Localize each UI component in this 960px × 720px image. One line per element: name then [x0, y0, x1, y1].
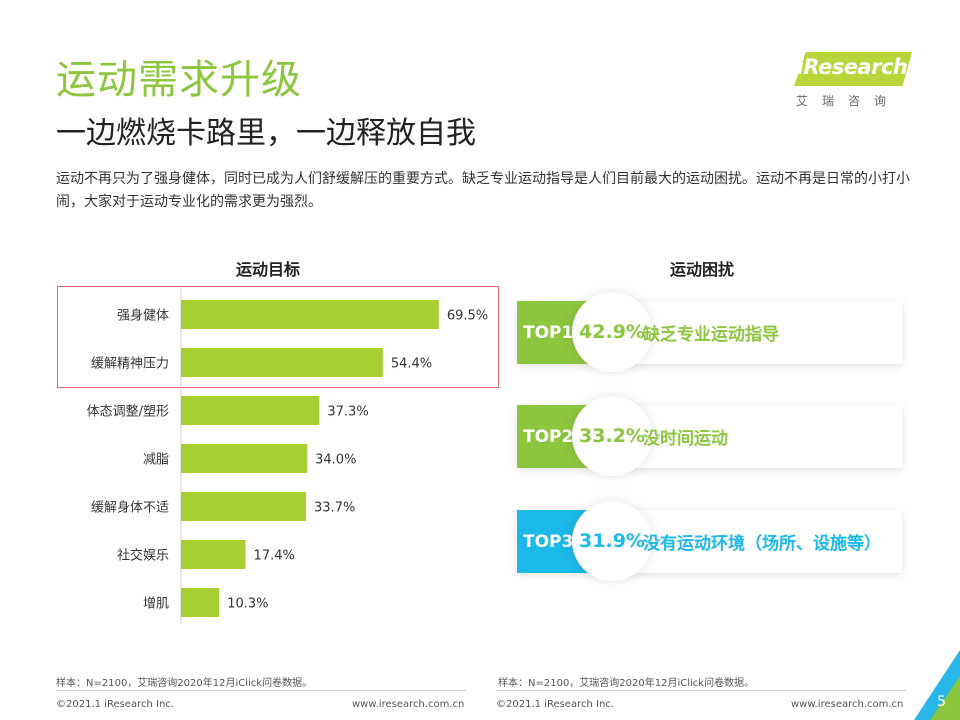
bar — [181, 444, 308, 473]
page-number: 5 — [937, 694, 946, 710]
troubles-chart-title: 运动困扰 — [670, 260, 735, 279]
footer-copyright-right: ©2021.1 iResearch Inc. — [496, 699, 614, 710]
value-label: 37.3% — [327, 405, 368, 420]
highlight-box — [57, 286, 499, 388]
bar — [181, 588, 220, 617]
source-note-right: 样本：N=2100，艾瑞咨询2020年12月iClick问卷数据。 — [498, 678, 755, 689]
iresearch-logo: iResearch 艾瑞咨询 — [790, 52, 915, 110]
trouble-percent: 31.9% — [572, 501, 652, 581]
logo-brand-text: iResearch — [796, 55, 908, 79]
category-label: 体态调整/塑形 — [87, 405, 169, 420]
value-label: 69.5% — [447, 309, 488, 324]
trouble-card: TOP1 42.9% 缺乏专业运动指导 — [517, 292, 902, 372]
category-label: 增肌 — [143, 597, 169, 612]
value-label: 54.4% — [391, 357, 432, 372]
logo-badge — [794, 52, 912, 86]
trouble-card: TOP3 31.9% 没有运动环境（场所、设施等） — [517, 501, 902, 581]
category-label: 缓解精神压力 — [91, 357, 169, 372]
goals-bar-chart: 强身健体 69.5% 缓解精神压力 54.4% 体态调整/塑形 37.3% 减脂 34.0% 缓… — [87, 288, 488, 624]
bar — [181, 540, 246, 569]
value-label: 33.7% — [314, 501, 355, 516]
value-label: 17.4% — [254, 549, 295, 564]
goals-chart-title: 运动目标 — [236, 260, 301, 279]
page-title: 运动需求升级 — [56, 57, 302, 103]
category-label: 减脂 — [143, 453, 169, 468]
category-label: 社交娱乐 — [117, 548, 169, 564]
footer-copyright-left: ©2021.1 iResearch Inc. — [56, 699, 174, 710]
trouble-percent: 42.9% — [572, 292, 652, 372]
trouble-text: 没有运动环境（场所、设施等） — [643, 534, 881, 554]
trouble-card: TOP2 33.2% 没时间运动 — [517, 396, 902, 476]
value-label: 10.3% — [227, 597, 268, 612]
bar — [181, 396, 320, 425]
category-label: 强身健体 — [117, 308, 169, 324]
intro-paragraph: 运动不再只为了强身健体，同时已成为人们舒缓解压的重要方式。缺乏专业运动指导是人们… — [56, 171, 910, 210]
bar — [181, 300, 439, 329]
page-subtitle: 一边燃烧卡路里，一边释放自我 — [56, 116, 476, 151]
trouble-text: 缺乏专业运动指导 — [643, 325, 779, 345]
source-note-left: 样本：N=2100，艾瑞咨询2020年12月iClick问卷数据。 — [56, 678, 313, 689]
logo-cn-text: 艾瑞咨询 — [796, 94, 901, 108]
bar — [181, 348, 383, 377]
footer-divider-left — [56, 690, 466, 691]
bar — [181, 492, 307, 521]
footer-url-left: www.iresearch.com.cn — [352, 699, 465, 710]
trouble-text: 没时间运动 — [643, 429, 728, 449]
trouble-percent: 33.2% — [572, 396, 652, 476]
footer-divider-right — [496, 690, 906, 691]
value-label: 34.0% — [315, 453, 356, 468]
footer-url-right: www.iresearch.com.cn — [791, 699, 904, 710]
category-label: 缓解身体不适 — [91, 500, 169, 516]
